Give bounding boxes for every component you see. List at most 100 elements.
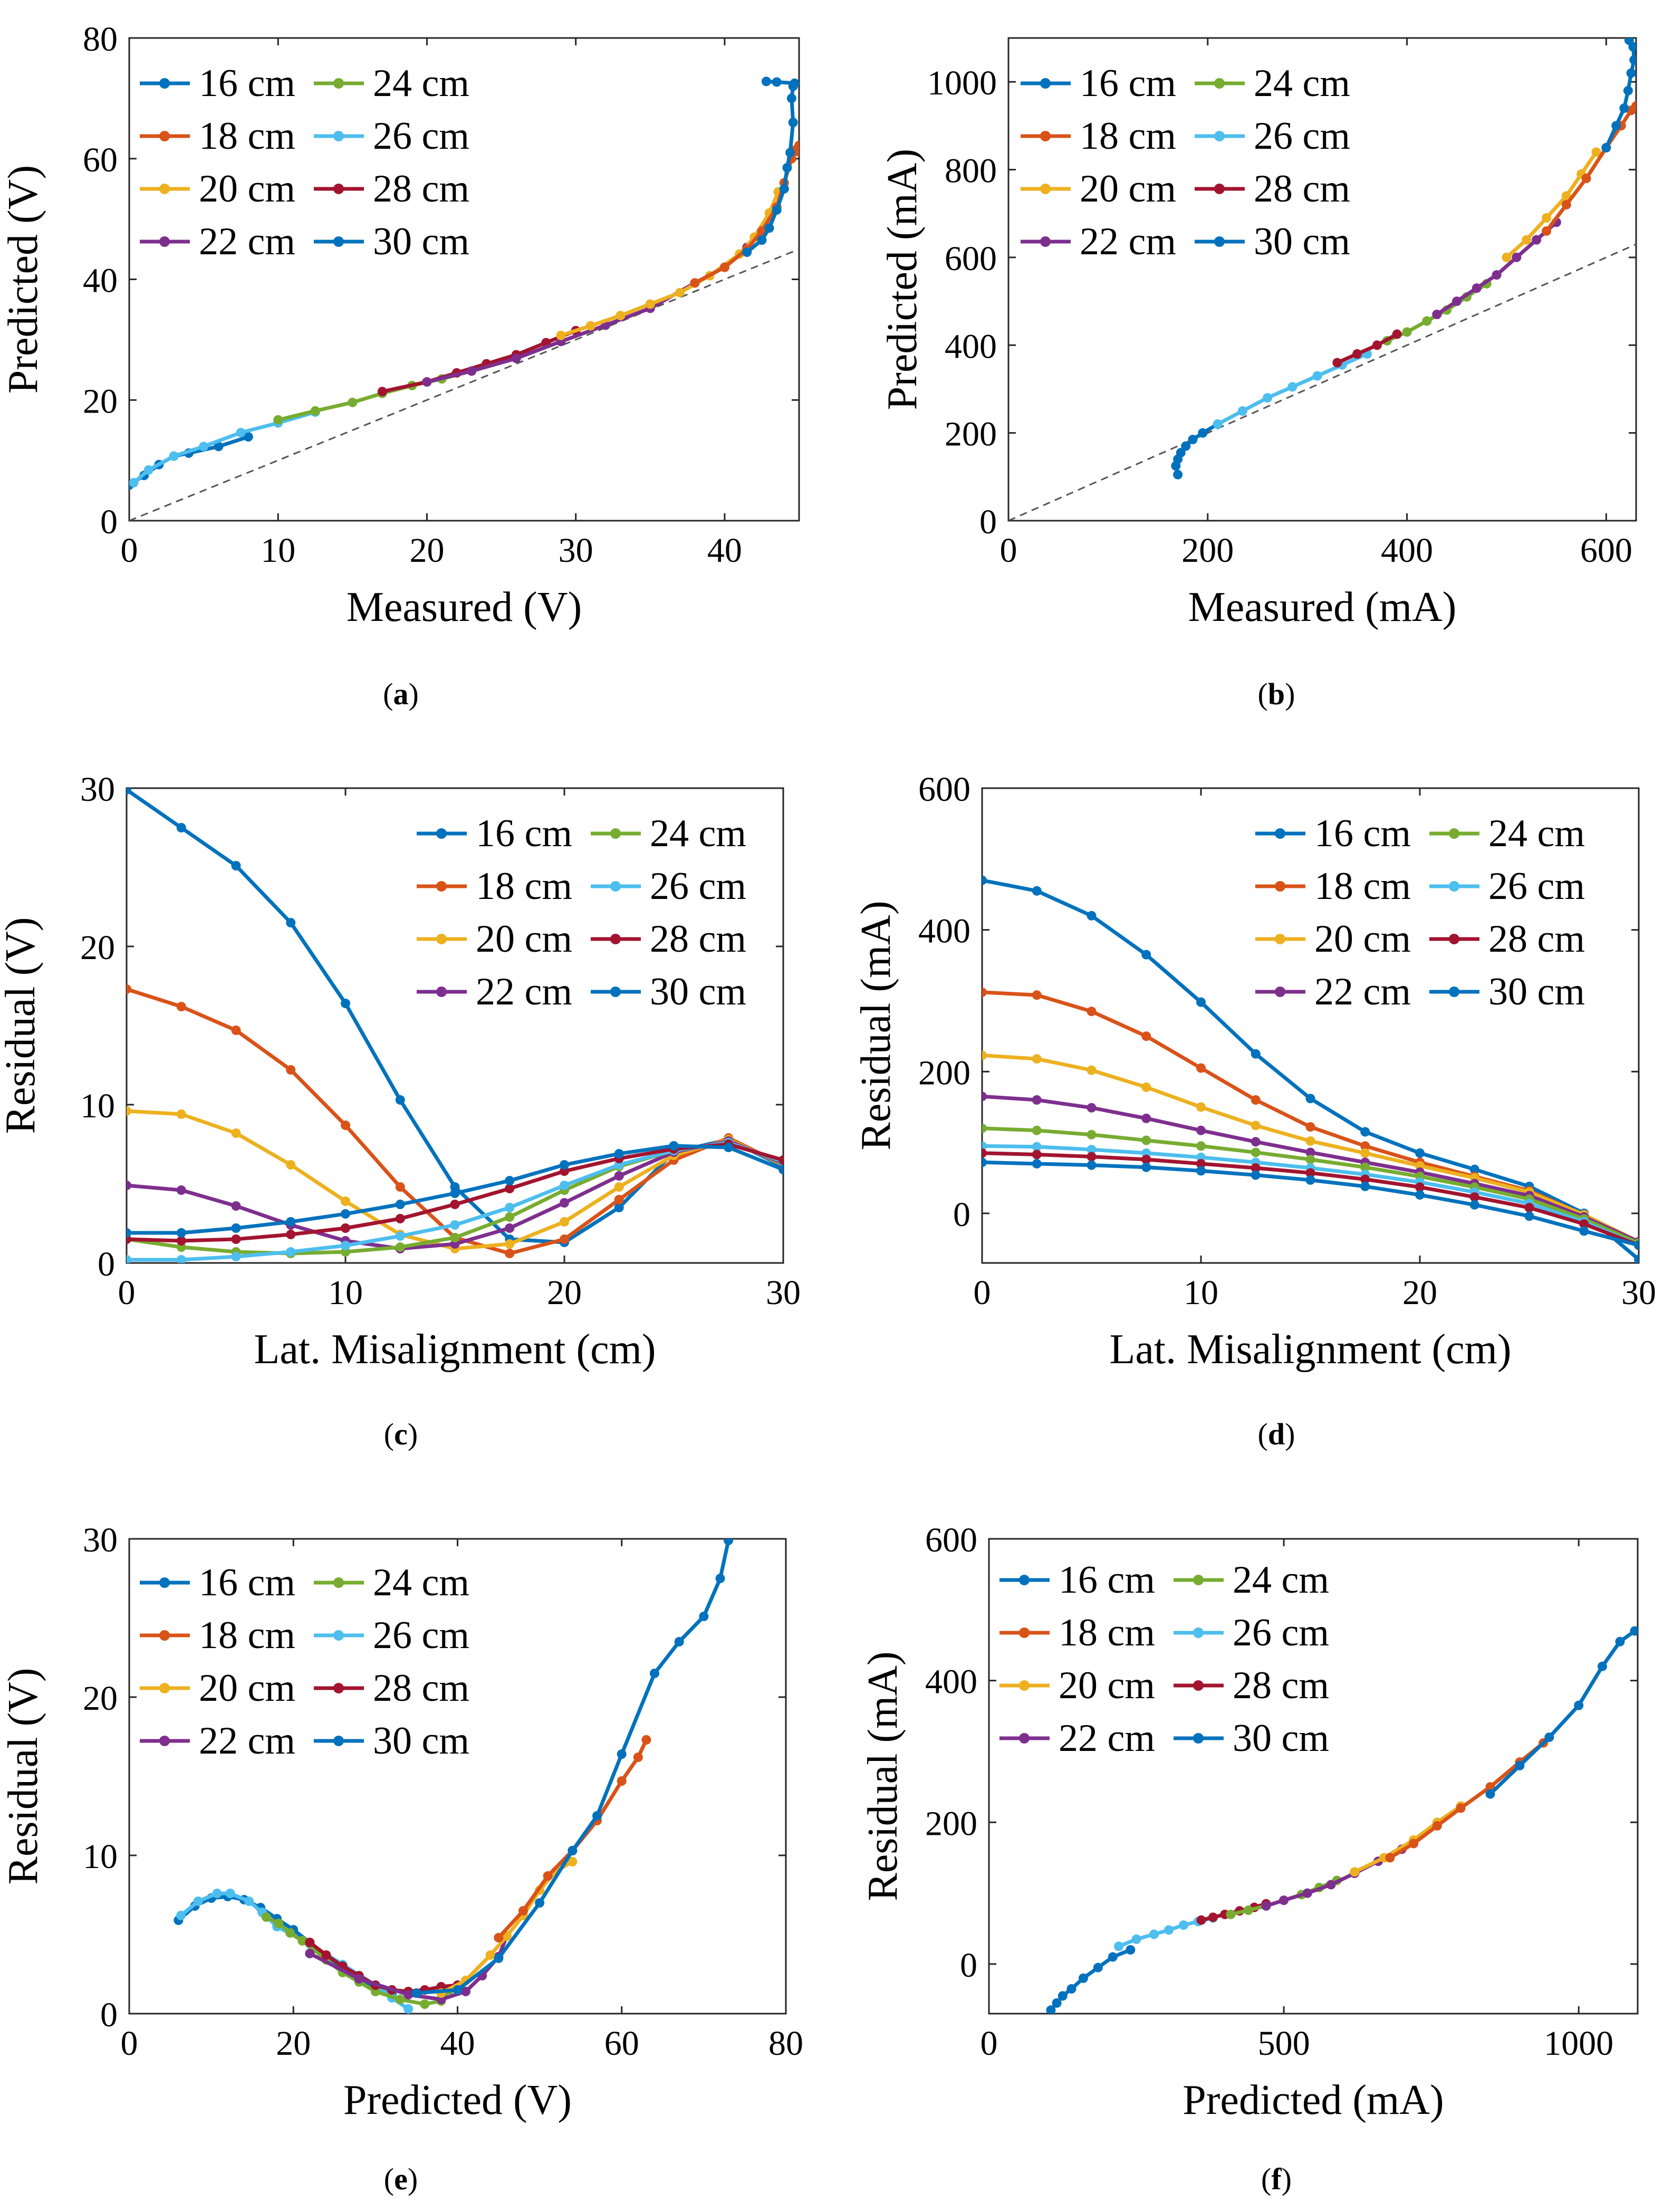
data-point-16cm bbox=[1515, 1760, 1525, 1770]
legend-label: 18 cm bbox=[1314, 865, 1411, 908]
data-point-24cm bbox=[274, 1919, 284, 1928]
legend-marker bbox=[159, 131, 170, 141]
data-point-26cm bbox=[231, 1252, 241, 1261]
data-point-16cm bbox=[453, 1985, 463, 1995]
legend-label: 28 cm bbox=[1233, 1664, 1329, 1707]
y-tick-label: 600 bbox=[918, 770, 970, 809]
data-point-16cm bbox=[742, 247, 752, 257]
data-point-30cm bbox=[1126, 1945, 1136, 1955]
data-point-28cm bbox=[231, 1234, 241, 1244]
x-tick-label: 0 bbox=[121, 2024, 138, 2063]
legend-marker bbox=[159, 78, 170, 89]
data-point-20cm bbox=[485, 1950, 495, 1960]
data-point-26cm bbox=[403, 2004, 414, 2014]
data-point-16cm bbox=[764, 223, 774, 233]
legend-label: 26 cm bbox=[1233, 1611, 1329, 1654]
data-point-16cm bbox=[1196, 997, 1206, 1007]
data-point-26cm bbox=[1312, 371, 1322, 381]
data-point-18cm bbox=[1305, 1122, 1315, 1132]
data-point-18cm bbox=[719, 262, 729, 272]
data-point-20cm bbox=[286, 1160, 296, 1170]
data-point-24cm bbox=[1360, 1162, 1370, 1172]
data-point-22cm bbox=[1261, 1901, 1271, 1911]
data-point-18cm bbox=[690, 278, 700, 288]
data-point-24cm bbox=[420, 1999, 430, 2009]
data-point-18cm bbox=[1581, 174, 1591, 184]
y-tick-label: 40 bbox=[83, 262, 118, 300]
data-point-26cm bbox=[1032, 1142, 1042, 1152]
legend-marker bbox=[1193, 1680, 1204, 1691]
data-layer bbox=[129, 76, 799, 521]
data-point-28cm bbox=[1305, 1168, 1315, 1178]
data-point-16cm bbox=[982, 875, 987, 885]
data-point-26cm bbox=[982, 1141, 987, 1151]
legend-marker bbox=[159, 236, 170, 247]
data-point-30cm bbox=[560, 1160, 569, 1170]
legend-label: 16 cm bbox=[1080, 62, 1176, 105]
data-point-28cm bbox=[1392, 329, 1402, 339]
data-point-26cm bbox=[143, 465, 153, 475]
x-axis-label: Lat. Misalignment (cm) bbox=[1109, 1326, 1511, 1373]
panel-caption: (e) bbox=[384, 2162, 418, 2196]
data-point-22cm bbox=[467, 366, 477, 376]
y-tick-label: 200 bbox=[918, 1054, 970, 1092]
data-point-18cm bbox=[1032, 990, 1042, 1000]
legend-label: 26 cm bbox=[650, 865, 746, 908]
data-point-28cm bbox=[1251, 1163, 1261, 1173]
legend-label: 26 cm bbox=[1488, 865, 1585, 908]
legend-marker bbox=[159, 1630, 170, 1641]
data-point-26cm bbox=[1213, 419, 1223, 429]
data-point-18cm bbox=[505, 1249, 515, 1258]
data-point-30cm bbox=[1469, 1200, 1479, 1210]
legend-marker bbox=[1214, 236, 1225, 247]
data-point-24cm bbox=[395, 1242, 405, 1252]
data-layer bbox=[174, 1539, 734, 2014]
data-point-20cm bbox=[1502, 252, 1512, 262]
data-point-22cm bbox=[403, 1990, 414, 1999]
y-tick-label: 400 bbox=[918, 912, 970, 951]
data-point-16cm bbox=[786, 93, 796, 103]
data-point-30cm bbox=[505, 1176, 515, 1185]
data-point-30cm bbox=[286, 1217, 296, 1227]
data-point-16cm bbox=[1623, 85, 1633, 95]
panel-caption: (b) bbox=[1258, 677, 1295, 711]
data-point-20cm bbox=[1542, 213, 1551, 223]
reference-line bbox=[1008, 243, 1636, 521]
data-point-30cm bbox=[1198, 428, 1208, 438]
data-point-16cm bbox=[674, 1637, 684, 1646]
legend-label: 22 cm bbox=[1059, 1717, 1155, 1760]
data-point-20cm bbox=[1591, 147, 1601, 157]
data-point-24cm bbox=[395, 1995, 405, 2004]
x-tick-label: 80 bbox=[768, 2024, 803, 2063]
legend-label: 30 cm bbox=[1254, 220, 1350, 263]
data-point-30cm bbox=[1058, 1991, 1068, 2001]
data-point-26cm bbox=[395, 1231, 405, 1241]
data-point-18cm bbox=[286, 1065, 296, 1075]
data-point-22cm bbox=[1196, 1125, 1206, 1135]
legend-label: 28 cm bbox=[373, 1667, 469, 1710]
data-point-16cm bbox=[699, 1612, 709, 1621]
series-line-28cm bbox=[1336, 332, 1398, 365]
data-point-22cm bbox=[1032, 1095, 1042, 1105]
legend-marker bbox=[159, 1736, 170, 1746]
data-point-20cm bbox=[1196, 1102, 1206, 1112]
legend-label: 16 cm bbox=[199, 1561, 295, 1604]
x-tick-label: 30 bbox=[1621, 1273, 1656, 1312]
legend-label: 28 cm bbox=[650, 917, 746, 961]
data-point-18cm bbox=[1385, 1853, 1395, 1863]
data-point-30cm bbox=[1032, 1158, 1042, 1169]
data-point-26cm bbox=[505, 1203, 515, 1212]
data-layer bbox=[1008, 38, 1636, 521]
data-point-16cm bbox=[176, 823, 186, 832]
data-point-16cm bbox=[1630, 1626, 1638, 1636]
legend-label: 28 cm bbox=[1488, 917, 1585, 961]
data-point-22cm bbox=[614, 1171, 624, 1181]
data-point-24cm bbox=[1196, 1141, 1206, 1151]
data-point-28cm bbox=[176, 1236, 186, 1246]
data-point-20cm bbox=[616, 311, 626, 321]
data-point-18cm bbox=[1409, 1838, 1419, 1849]
data-point-28cm bbox=[505, 1184, 515, 1193]
y-tick-label: 600 bbox=[945, 240, 997, 278]
data-point-22cm bbox=[1532, 235, 1542, 245]
legend-label: 24 cm bbox=[373, 62, 469, 105]
